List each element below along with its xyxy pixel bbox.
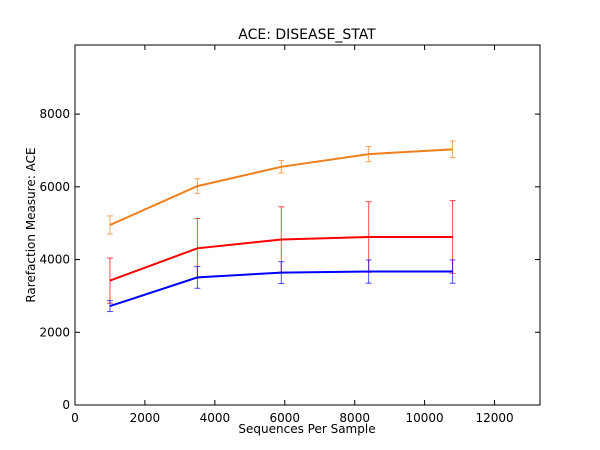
y-tick-label: 4000	[39, 253, 70, 267]
x-tick-label: 10000	[406, 411, 444, 425]
y-tick-label: 8000	[39, 107, 70, 121]
x-tick-label: 8000	[339, 411, 370, 425]
plot-area: 0 2000 4000 6000 8000 10000 12000 0 2000 4000 6000…	[39, 44, 541, 425]
x-tick-label: 12000	[475, 411, 513, 425]
x-tick-label: 4000	[200, 411, 231, 425]
y-tick-label: 0	[62, 398, 70, 412]
y-tick-label: 6000	[39, 180, 70, 194]
x-tick-label: 2000	[130, 411, 161, 425]
y-axis-label: Rarefaction Measure: ACE	[24, 147, 38, 302]
plot-frame	[74, 44, 541, 406]
x-tick-label: 0	[71, 411, 79, 425]
y-tick-label: 2000	[39, 325, 70, 339]
chart-title: ACE: DISEASE_STAT	[238, 27, 376, 43]
x-tick-label: 6000	[270, 411, 301, 425]
x-axis-label: Sequences Per Sample	[238, 422, 375, 436]
